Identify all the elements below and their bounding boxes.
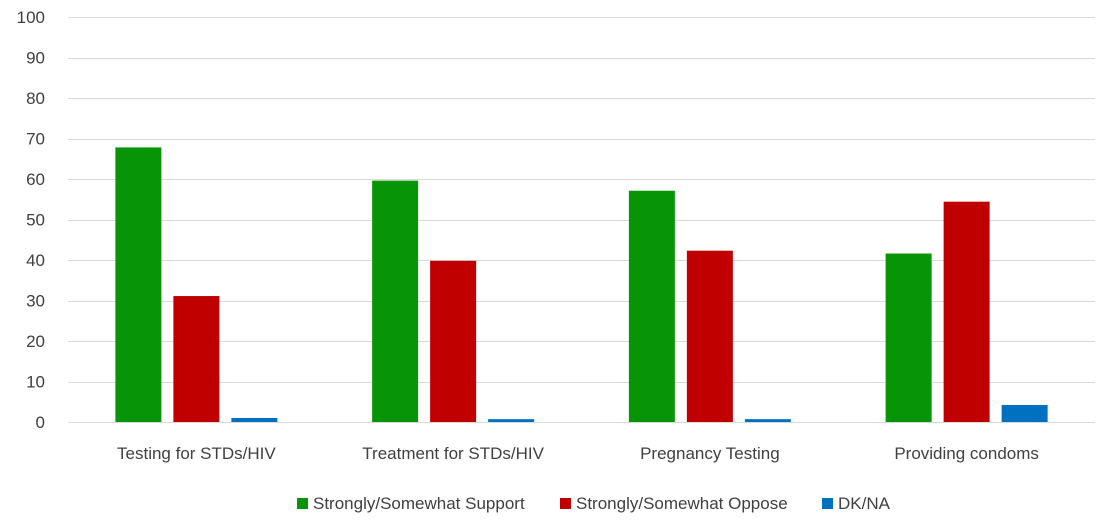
legend-label: Strongly/Somewhat Support xyxy=(313,494,525,513)
legend-label: Strongly/Somewhat Oppose xyxy=(576,494,788,513)
x-axis-categories: Testing for STDs/HIV Treatment for STDs/H… xyxy=(117,444,1039,463)
bar-strongly-somewhat-support-3 xyxy=(885,253,932,422)
x-category-label: Treatment for STDs/HIV xyxy=(362,444,544,463)
legend-label: DK/NA xyxy=(838,494,891,513)
y-tick-label: 80 xyxy=(26,89,45,108)
bar-strongly-somewhat-support-2 xyxy=(628,190,675,422)
y-tick-label: 30 xyxy=(26,292,45,311)
y-tick-label: 50 xyxy=(26,211,45,230)
y-tick-label: 60 xyxy=(26,170,45,189)
y-tick-label: 0 xyxy=(36,413,45,432)
y-tick-label: 90 xyxy=(26,49,45,68)
bars xyxy=(115,147,1048,422)
y-tick-label: 10 xyxy=(26,373,45,392)
bar-strongly-somewhat-oppose-1 xyxy=(430,260,477,422)
bar-strongly-somewhat-support-1 xyxy=(372,180,419,422)
y-tick-label: 100 xyxy=(17,8,45,27)
bar-strongly-somewhat-oppose-2 xyxy=(686,250,733,422)
bar-dk-na-1 xyxy=(488,419,535,422)
gridlines xyxy=(68,17,1095,423)
legend: Strongly/Somewhat Support Strongly/Somewh… xyxy=(297,494,891,513)
legend-swatch xyxy=(822,498,833,509)
y-axis-ticks: 0 10 20 30 40 50 60 70 80 90 100 xyxy=(17,8,45,432)
x-category-label: Pregnancy Testing xyxy=(640,444,780,463)
bar-dk-na-2 xyxy=(744,419,791,422)
bar-strongly-somewhat-oppose-3 xyxy=(943,201,990,422)
bar-dk-na-3 xyxy=(1001,404,1048,422)
y-tick-label: 20 xyxy=(26,332,45,351)
legend-swatch xyxy=(560,498,571,509)
y-tick-label: 70 xyxy=(26,130,45,149)
x-category-label: Providing condoms xyxy=(894,444,1039,463)
legend-swatch xyxy=(297,498,308,509)
bar-dk-na-0 xyxy=(231,417,278,422)
bar-strongly-somewhat-oppose-0 xyxy=(173,296,220,422)
bar-strongly-somewhat-support-0 xyxy=(115,147,162,422)
y-tick-label: 40 xyxy=(26,251,45,270)
x-category-label: Testing for STDs/HIV xyxy=(117,444,276,463)
